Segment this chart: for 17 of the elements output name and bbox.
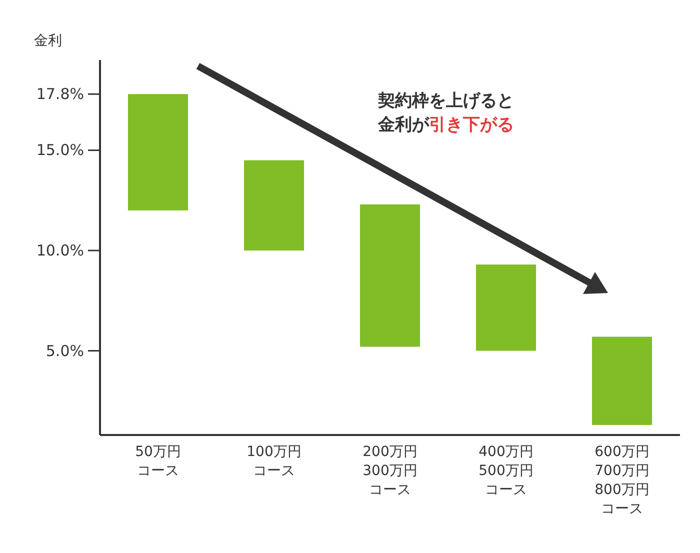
- y-tick-label: 10.0%: [36, 242, 84, 260]
- x-tick-label: 200万円300万円コース: [362, 443, 418, 500]
- bar: [128, 94, 188, 210]
- bar: [476, 264, 536, 351]
- x-tick-label: 100万円コース: [246, 443, 302, 481]
- x-tick-label: 600万円700万円800万円コース: [594, 443, 650, 519]
- y-tick-label: 15.0%: [36, 141, 84, 160]
- bar: [592, 336, 652, 425]
- x-tick-label: 50万円コース: [134, 443, 182, 481]
- bar: [360, 204, 420, 347]
- x-tick-label: 400万円500万円コース: [478, 443, 534, 500]
- bar: [244, 160, 304, 251]
- annotation: 金利が引き下がる: [377, 115, 514, 135]
- y-tick-label: 17.8%: [36, 85, 84, 104]
- y-axis-title: 金利: [34, 33, 62, 49]
- annotation: 契約枠を上げると: [377, 91, 514, 111]
- y-tick-label: 5.0%: [46, 342, 84, 360]
